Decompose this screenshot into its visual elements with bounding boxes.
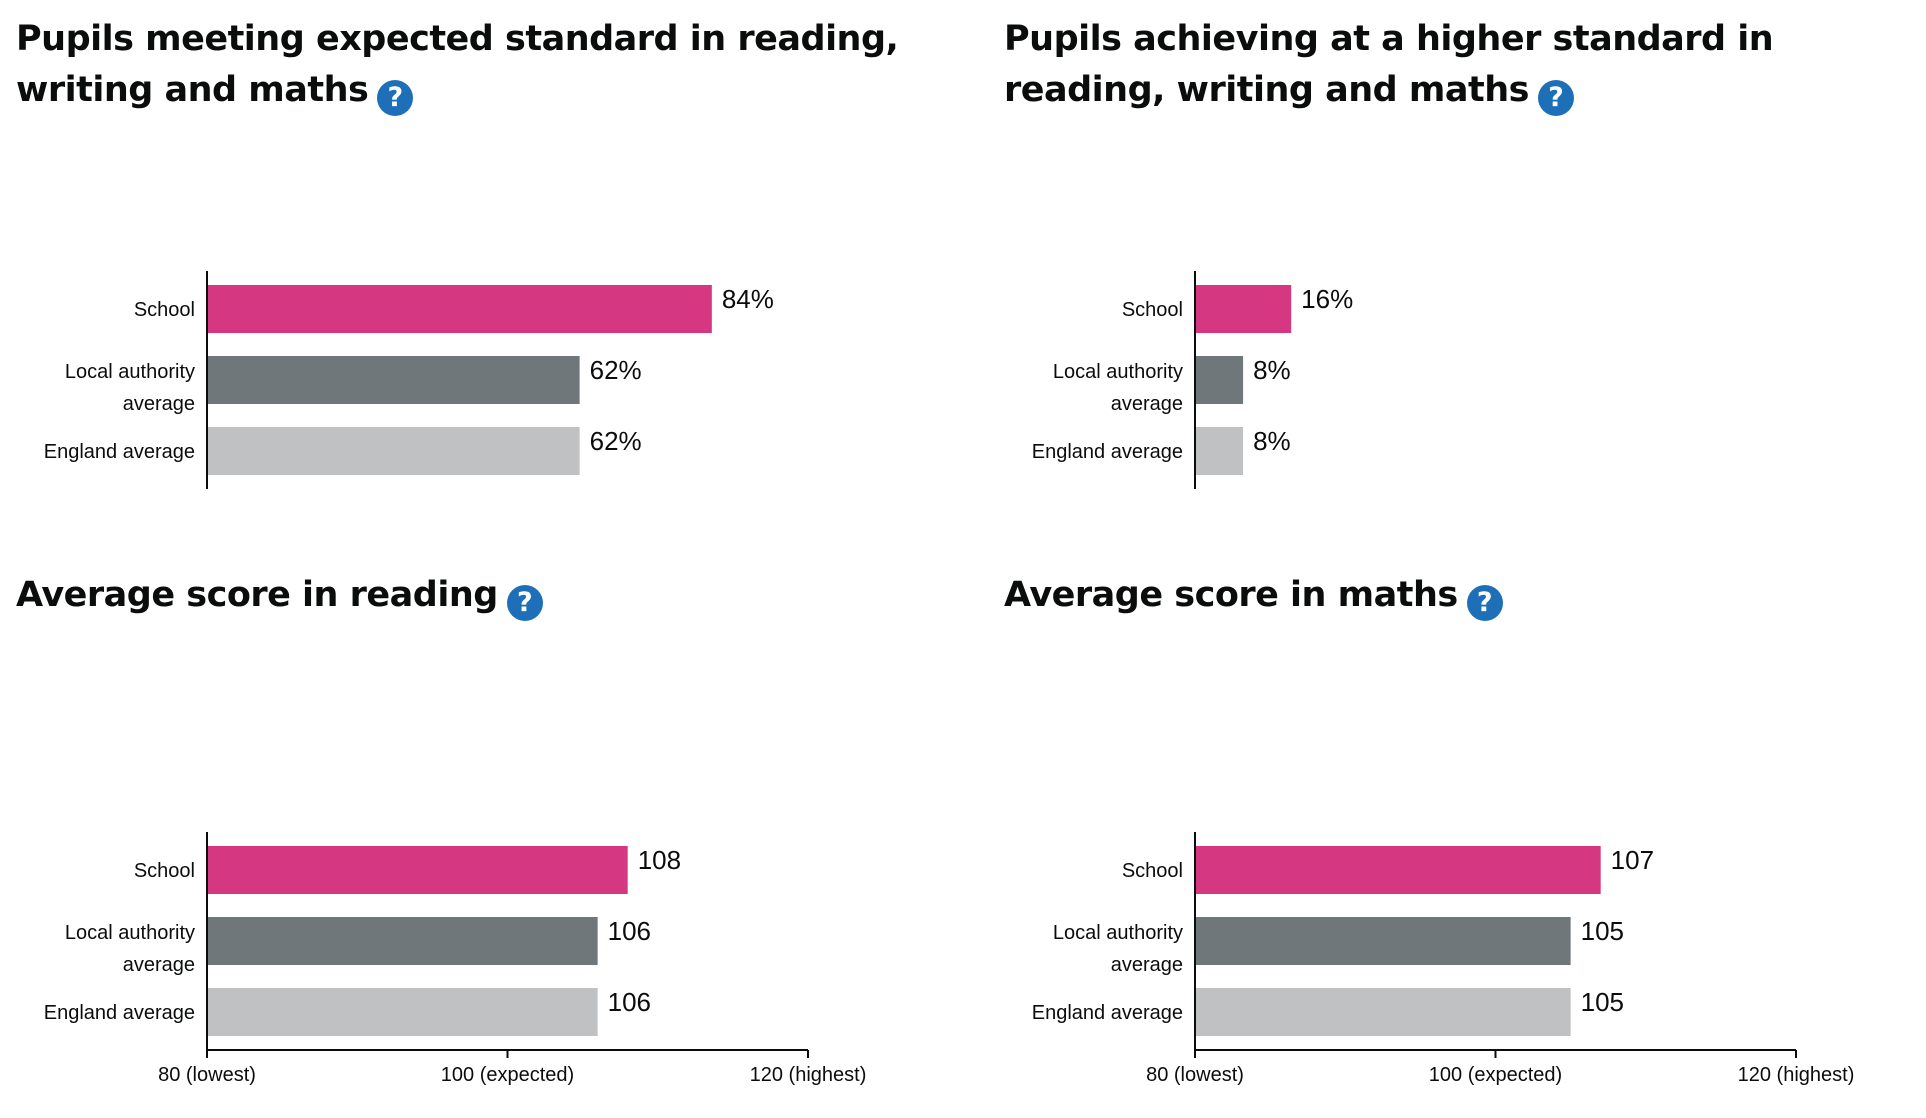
bar-school [1196, 285, 1292, 333]
bar-school [1196, 846, 1601, 894]
category-label: Local authority average [65, 922, 195, 976]
bar-row-local-authority: Local authority average 62% [65, 355, 642, 415]
category-label: England average [44, 441, 195, 463]
chart-title: Pupils achieving at a higher standard in… [1004, 14, 1926, 116]
chart-title-text: Average score in maths [1004, 575, 1458, 615]
bar-chart-higher-standard: School 16%Local authority average8%England… [1032, 271, 1353, 489]
category-label: School [1122, 860, 1183, 882]
chart-title: Average score in reading? [16, 570, 946, 621]
value-label: 106 [608, 916, 651, 946]
chart-title-text: Average score in reading [16, 575, 498, 615]
chart-title: Average score in maths? [1004, 570, 1926, 621]
bar-school [208, 285, 712, 333]
bar-england [208, 427, 580, 475]
chart-panel-reading-score: Average score in reading? School 108 Local… [0, 556, 950, 1096]
bar-row-england: England average 106 [44, 987, 651, 1036]
category-label: Local authority average [1053, 922, 1183, 976]
question-circle-icon[interactable]: ? [1537, 80, 1574, 116]
bar-england [1196, 427, 1244, 475]
bar-row-school: School 84% [134, 284, 774, 333]
category-label: School [134, 299, 195, 321]
bar-row-local-authority: Local authority average 105 [1053, 916, 1624, 976]
value-label: 62% [590, 355, 642, 385]
bar-row-school: School 108 [134, 845, 681, 894]
category-label: England average [1032, 441, 1183, 463]
chart-panel-maths-score: Average score in maths? School 107 Local a… [988, 556, 1926, 1096]
bar-row-school: School 16% [1122, 284, 1353, 333]
bar-england [208, 988, 598, 1036]
x-tick-label: 80 (lowest) [1146, 1064, 1244, 1086]
category-label: England average [1032, 1002, 1183, 1024]
x-tick-label: 120 (highest) [750, 1064, 867, 1086]
question-circle-icon[interactable]: ? [1466, 585, 1503, 621]
category-label: Local authority average [1053, 361, 1183, 415]
x-tick-label: 80 (lowest) [158, 1064, 256, 1086]
bar-row-local-authority: Local authority average 106 [65, 916, 651, 976]
value-label: 108 [638, 845, 681, 875]
bar-school [208, 846, 628, 894]
question-circle-icon[interactable]: ? [506, 585, 543, 621]
bar-local-authority [208, 917, 598, 965]
value-label: 62% [590, 426, 642, 456]
x-tick-label: 100 (expected) [1429, 1064, 1562, 1086]
bar-row-england: England average 62% [44, 426, 642, 475]
value-label: 105 [1581, 987, 1624, 1017]
bar-row-england: England average 8% [1032, 426, 1291, 475]
bar-row-england: England average 105 [1032, 987, 1624, 1036]
value-label: 8% [1253, 426, 1291, 456]
bar-local-authority [1196, 917, 1571, 965]
bar-local-authority [1196, 356, 1244, 404]
chart-panel-expected-standard: Pupils meeting expected standard in read… [0, 0, 950, 540]
value-label: 106 [608, 987, 651, 1017]
chart-panel-higher-standard: Pupils achieving at a higher standard in… [988, 0, 1926, 540]
category-label: England average [44, 1002, 195, 1024]
chart-title-text: Pupils achieving at a higher standard in… [1004, 19, 1774, 110]
chart-title-text: Pupils meeting expected standard in read… [16, 19, 899, 110]
value-label: 105 [1581, 916, 1624, 946]
bar-row-school: School 107 [1122, 845, 1654, 894]
value-label: 84% [722, 284, 774, 314]
value-label: 16% [1301, 284, 1353, 314]
chart-title: Pupils meeting expected standard in read… [16, 14, 946, 116]
bar-chart-expected-standard: School 84%Local authority average62%Englan… [44, 271, 774, 489]
x-tick-label: 120 (highest) [1738, 1064, 1855, 1086]
bar-england [1196, 988, 1571, 1036]
question-circle-icon[interactable]: ? [377, 80, 414, 116]
x-tick-label: 100 (expected) [441, 1064, 574, 1086]
category-label: School [1122, 299, 1183, 321]
bar-row-local-authority: Local authority average 8% [1053, 355, 1291, 415]
category-label: Local authority average [65, 361, 195, 415]
bar-local-authority [208, 356, 580, 404]
value-label: 107 [1611, 845, 1654, 875]
value-label: 8% [1253, 355, 1291, 385]
category-label: School [134, 860, 195, 882]
